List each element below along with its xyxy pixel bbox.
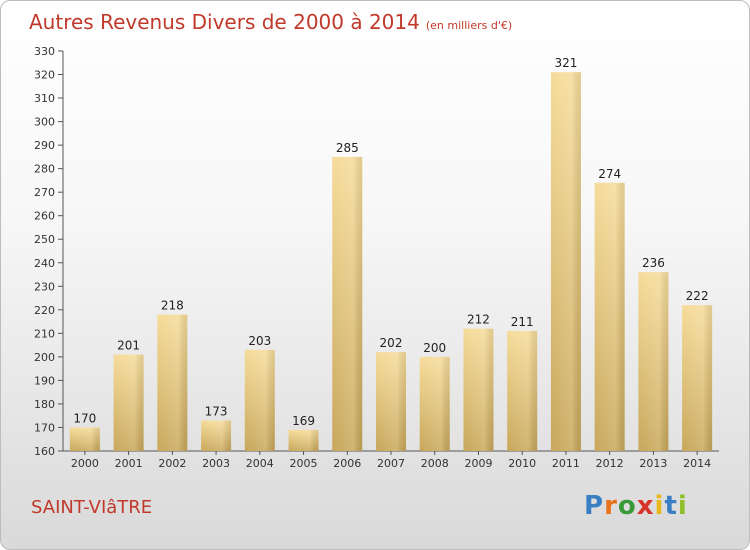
logo-letter: o: [617, 491, 637, 521]
y-tick-label: 290: [34, 139, 55, 152]
bar-shade: [244, 349, 275, 451]
y-tick-label: 250: [34, 233, 55, 246]
bar-shade: [594, 182, 625, 451]
x-tick-label: 2011: [552, 457, 580, 470]
y-tick-label: 170: [34, 421, 55, 434]
bar-shade: [463, 328, 494, 451]
x-tick-label: 2012: [596, 457, 624, 470]
x-tick-label: 2009: [464, 457, 492, 470]
data-label: 200: [423, 341, 446, 355]
proxiti-logo: Proxiti: [584, 491, 688, 521]
data-label: 170: [73, 411, 96, 425]
logo-letter: P: [584, 491, 605, 521]
data-label: 211: [511, 315, 534, 329]
data-label: 218: [161, 299, 184, 313]
chart-title-text: Autres Revenus Divers de 2000 à 2014: [29, 10, 420, 34]
y-tick-label: 300: [34, 116, 55, 129]
bar-shade: [201, 420, 232, 451]
x-tick-label: 2002: [158, 457, 186, 470]
chart-subtitle: (en milliers d'€): [425, 19, 513, 32]
bars: [69, 72, 713, 452]
bar-shade: [638, 272, 669, 451]
logo-letter: t: [664, 491, 678, 521]
y-tick-label: 270: [34, 186, 55, 199]
y-tick-label: 330: [34, 45, 55, 58]
bar-shade: [288, 429, 319, 451]
x-tick-label: 2003: [202, 457, 230, 470]
data-label: 285: [336, 141, 359, 155]
x-tick-label: 2008: [421, 457, 449, 470]
y-tick-label: 200: [34, 351, 55, 364]
bar-shade: [332, 156, 363, 451]
bar-shade: [682, 305, 713, 451]
data-label: 169: [292, 414, 315, 428]
x-tick-label: 2013: [639, 457, 667, 470]
x-tick-label: 2010: [508, 457, 536, 470]
bar-shade: [419, 356, 450, 451]
logo-letter: r: [604, 491, 618, 521]
logo-letter: i: [677, 491, 688, 521]
bar-shade: [550, 72, 581, 452]
x-tick-label: 2001: [115, 457, 143, 470]
x-tick-label: 2000: [71, 457, 99, 470]
x-tick-label: 2014: [683, 457, 711, 470]
location-name: SAINT-VIâTRE: [31, 497, 153, 518]
x-tick-label: 2006: [333, 457, 361, 470]
data-labels: 170 201 218 173 203 169 285 202 200 212 211 321 274 2…: [73, 56, 708, 428]
y-tick-label: 260: [34, 210, 55, 223]
data-label: 212: [467, 313, 490, 327]
axes: 160 170 180 190 200 210 220 230 240 250 260 270 280 2…: [34, 45, 719, 470]
y-tick-label: 310: [34, 92, 55, 105]
bar-shade: [113, 354, 144, 451]
data-label: 202: [380, 336, 403, 350]
data-label: 203: [248, 334, 271, 348]
y-tick-label: 230: [34, 280, 55, 293]
y-tick-label: 160: [34, 445, 55, 458]
y-tick-label: 210: [34, 327, 55, 340]
y-tick-label: 320: [34, 69, 55, 82]
bar-shade: [157, 314, 188, 451]
y-tick-label: 190: [34, 374, 55, 387]
y-tick-label: 180: [34, 398, 55, 411]
x-tick-label: 2007: [377, 457, 405, 470]
bar-shade: [376, 352, 406, 451]
chart-title: Autres Revenus Divers de 2000 à 2014 (en …: [29, 10, 512, 34]
bar-shade: [69, 427, 100, 451]
data-label: 321: [554, 56, 577, 70]
y-tick-label: 220: [34, 304, 55, 317]
x-tick-label: 2005: [290, 457, 318, 470]
data-label: 236: [642, 256, 665, 270]
y-tick-label: 280: [34, 163, 55, 176]
data-label: 274: [598, 167, 621, 181]
logo-letter: i: [654, 491, 665, 521]
data-label: 222: [686, 289, 709, 303]
data-label: 201: [117, 339, 140, 353]
y-tick-label: 240: [34, 257, 55, 270]
x-tick-label: 2004: [246, 457, 274, 470]
bar-shade: [507, 331, 538, 451]
logo-letter: x: [636, 491, 655, 521]
data-label: 173: [205, 404, 228, 418]
